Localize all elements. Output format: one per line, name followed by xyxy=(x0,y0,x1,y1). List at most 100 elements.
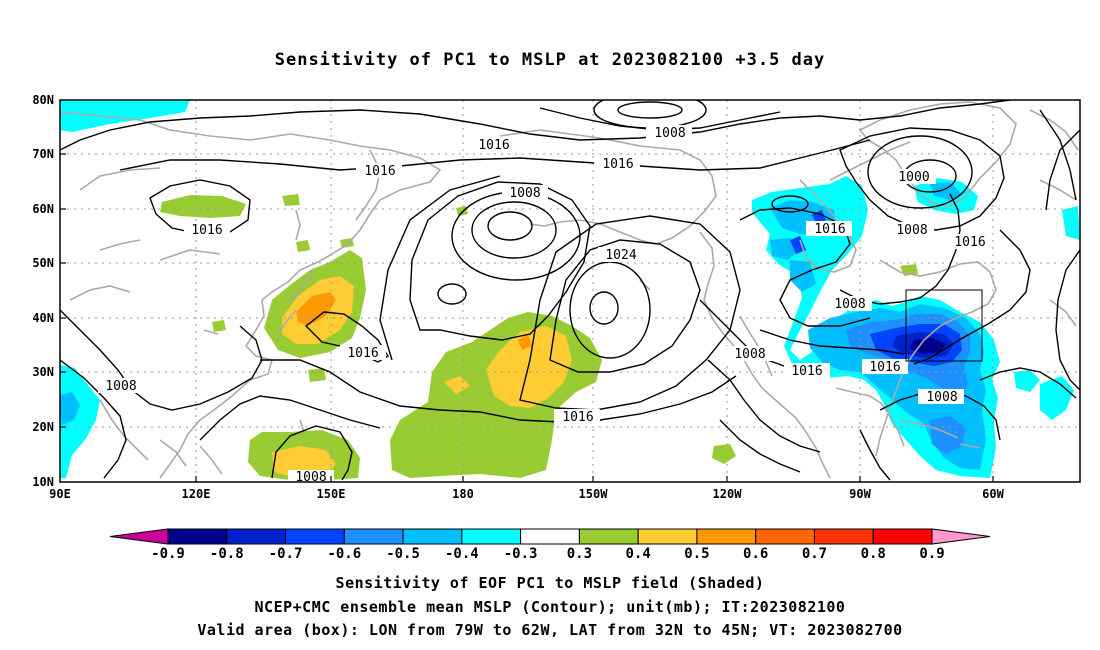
contour-low-arctic xyxy=(617,101,683,119)
colorbar-cell xyxy=(813,528,874,545)
lat-labels: 80N 70N 60N 50N 40N 30N 20N 10N xyxy=(32,93,54,489)
contour-label: 1016 xyxy=(784,363,830,379)
svg-text:1016: 1016 xyxy=(791,364,822,379)
contour-label: 1016 xyxy=(356,163,402,179)
shade-yellow-pacific xyxy=(486,326,572,408)
colorbar-cell xyxy=(226,528,287,545)
coast-asia xyxy=(60,111,442,479)
colorbar-label: -0.3 xyxy=(504,546,538,562)
lon-label: 90W xyxy=(849,487,871,501)
contour-1016-north xyxy=(60,100,1011,151)
contour-atlantic-right xyxy=(1055,249,1080,391)
lon-label: 150W xyxy=(579,487,609,501)
contour-1016-south xyxy=(199,395,381,441)
colorbar-label: -0.6 xyxy=(327,546,361,562)
svg-text:1008: 1008 xyxy=(734,347,765,362)
contour-1008-asia xyxy=(60,309,263,411)
lon-label: 150E xyxy=(317,487,346,501)
lat-label: 10N xyxy=(32,475,54,489)
contour-1016-north2 xyxy=(119,139,871,171)
colorbar-label: 0.7 xyxy=(802,546,827,562)
contour-low-arctic2 xyxy=(593,100,707,129)
lon-label: 60W xyxy=(982,487,1004,501)
colorbar-cell xyxy=(931,528,991,545)
colorbar-cell xyxy=(109,528,169,545)
contour-small-low xyxy=(437,283,467,305)
svg-text:1024: 1024 xyxy=(605,248,636,263)
colorbar-cell xyxy=(285,528,345,545)
contour-bering-1 xyxy=(487,211,533,241)
chart-title: Sensitivity of PC1 to MSLP at 2023082100… xyxy=(274,50,826,70)
coast-greenland xyxy=(858,101,1017,207)
coast-gulf xyxy=(835,387,905,447)
lon-label: 120W xyxy=(713,487,743,501)
contour-labels: 1008 1016 1016 1016 1016 1008 1024 1016 … xyxy=(105,125,986,485)
svg-text:1008: 1008 xyxy=(834,297,865,312)
colorbar-label: 0.3 xyxy=(567,546,592,562)
svg-text:1016: 1016 xyxy=(347,346,378,361)
lat-label: 50N xyxy=(32,256,54,270)
contour-label: 1016 xyxy=(594,156,640,172)
colorbar-cell xyxy=(167,528,228,545)
colorbar-label: -0.4 xyxy=(445,546,479,562)
lat-label: 60N xyxy=(32,202,54,216)
contour-bering-5 xyxy=(379,175,501,361)
map-frame xyxy=(59,99,1081,483)
coast-asia-interior xyxy=(69,167,221,301)
contour-label: 1016 xyxy=(554,409,600,425)
shade-blue-left xyxy=(60,392,80,425)
colorbar-cell xyxy=(520,528,580,545)
contour-atlantic-right2 xyxy=(1045,129,1080,211)
contour-label: 1016 xyxy=(184,222,230,238)
tick-marks xyxy=(60,153,994,482)
shade-cyan-atlantic xyxy=(1014,206,1080,420)
contour-canada-low xyxy=(771,195,809,213)
contour-label: 1008 xyxy=(888,222,934,238)
lon-label: 120E xyxy=(182,487,211,501)
coast-japan xyxy=(277,209,315,335)
contour-1016-atlantic-2 xyxy=(1039,109,1077,201)
contour-1008-greenland xyxy=(839,127,1005,231)
shade-blue-south xyxy=(930,416,966,454)
contour-1016-pacific xyxy=(260,359,737,423)
shade-navy-eastcoast xyxy=(910,338,946,354)
colorbar-label: 0.6 xyxy=(743,546,768,562)
shade-green-mexico xyxy=(712,444,736,464)
contour-high-1 xyxy=(589,291,619,325)
contour-1016-atlantic xyxy=(913,229,1031,365)
svg-text:1008: 1008 xyxy=(654,126,685,141)
contour-bering-4 xyxy=(409,181,591,341)
valid-area-box xyxy=(905,289,983,362)
caption-line-1: Sensitivity of EOF PC1 to MSLP field (Sh… xyxy=(335,574,765,592)
colorbar-label: -0.8 xyxy=(210,546,244,562)
contour-label: 1008 xyxy=(646,125,692,141)
coast-hudson xyxy=(799,141,911,273)
shade-orange-pacific xyxy=(518,334,532,350)
contour-1016-siberia xyxy=(149,179,251,235)
colorbar-label: -0.7 xyxy=(269,546,303,562)
contour-bering-2 xyxy=(471,201,557,259)
svg-text:1016: 1016 xyxy=(602,157,633,172)
svg-text:1016: 1016 xyxy=(191,223,222,238)
lat-label: 70N xyxy=(32,147,54,161)
svg-text:1000: 1000 xyxy=(898,170,929,185)
contour-1008-na-2 xyxy=(719,419,801,473)
lon-label: 90E xyxy=(49,487,71,501)
colorbar-cell xyxy=(755,528,815,545)
colorbar-label: -0.5 xyxy=(386,546,420,562)
colorbar-label: 0.9 xyxy=(919,546,944,562)
contour-1008-atlantic-2 xyxy=(859,429,891,481)
lon-labels: 90E 120E 150E 180 150W 120W 90W 60W xyxy=(49,487,1004,501)
svg-text:1008: 1008 xyxy=(926,390,957,405)
contour-canada-1016 xyxy=(739,207,871,327)
shade-lightblue-labrador xyxy=(930,182,962,200)
contour-1008-asia-2 xyxy=(60,359,127,479)
svg-text:1008: 1008 xyxy=(105,379,136,394)
colorbar-cell xyxy=(696,528,757,545)
contour-label: 1000 xyxy=(890,169,936,185)
svg-text:1016: 1016 xyxy=(869,360,900,375)
contour-1008-hudson xyxy=(839,193,961,305)
colorbar-cell xyxy=(637,528,698,545)
shade-cyan-arctic xyxy=(60,100,190,132)
colorbar: -0.9 -0.8 -0.7 -0.6 -0.5 -0.4 -0.3 0.3 0.4 0.5 0.6… xyxy=(109,528,991,562)
